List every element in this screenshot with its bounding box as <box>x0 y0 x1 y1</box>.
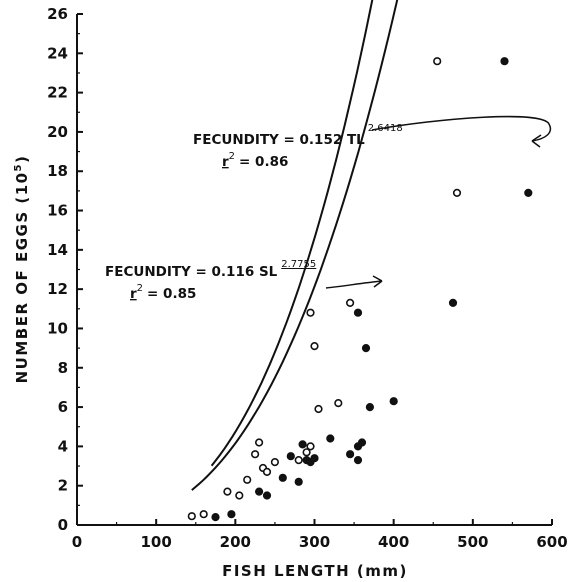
filled-circle-point <box>500 57 509 66</box>
equation-tl-text: FECUNDITY = 0.152 TL2.6418 <box>193 123 403 148</box>
y-tick-label: 26 <box>47 5 68 23</box>
equation-sl-r2-label: r <box>130 286 137 302</box>
x-tick-label: 0 <box>72 533 82 551</box>
equation-tl-r2: r2 = 0.86 <box>222 151 288 170</box>
filled-circle-point <box>353 308 363 317</box>
filled-circle-point <box>227 510 236 519</box>
y-tick-label: 8 <box>58 359 68 377</box>
equation-sl-exponent: 2.7755 <box>281 259 316 270</box>
fit-curves <box>191 0 399 491</box>
x-axis-title: FISH LENGTH (mm) <box>222 562 408 580</box>
y-tick-label: 0 <box>58 516 68 534</box>
equation-sl-text: FECUNDITY = 0.116 SL 2.7755 <box>105 259 316 280</box>
equation-tl-arrow <box>371 115 552 142</box>
data-points <box>187 57 533 522</box>
open-circle-point <box>199 510 208 519</box>
open-circle-point <box>235 491 244 500</box>
equation-sl-r2-exp: 2 <box>137 283 143 294</box>
open-circle-point <box>243 475 252 484</box>
filled-circle-point <box>361 344 371 353</box>
ticks: 0 100 200 300 400 500 600024681012141618202224… <box>47 5 568 551</box>
open-circle-point <box>310 342 319 351</box>
y-tick-label: 2 <box>58 477 68 495</box>
y-tick-label: 18 <box>47 162 68 180</box>
filled-circle-point <box>255 487 264 496</box>
x-tick-label: 400 <box>378 533 409 551</box>
filled-circle-point <box>365 403 374 412</box>
equation-tl-label: FECUNDITY = 0.152 TL <box>193 132 365 148</box>
filled-circle-point <box>346 450 355 459</box>
open-circle-point <box>294 456 303 465</box>
open-circle-point <box>302 448 311 457</box>
filled-circle-point <box>211 513 220 522</box>
y-tick-label: 14 <box>47 241 68 259</box>
y-axis-title-main: NUMBER OF EGGS (10 <box>13 171 31 383</box>
equation-sl-r2: r2 = 0.85 <box>130 283 196 302</box>
equation-tl-r2-exp: 2 <box>229 151 235 162</box>
y-tick-label: 6 <box>58 398 68 416</box>
equation-sl-arrowhead <box>372 275 383 288</box>
open-circle-point <box>255 438 264 447</box>
x-tick-label: 200 <box>220 533 251 551</box>
filled-circle-point <box>326 434 335 443</box>
y-axis-title: NUMBER OF EGGS (105) <box>13 155 31 384</box>
filled-circle-point <box>310 454 319 463</box>
equation-tl-r2-label: r <box>222 154 229 170</box>
open-circle-point <box>306 308 315 317</box>
y-axis-title-close: ) <box>13 155 31 163</box>
x-tick-label: 100 <box>141 533 172 551</box>
fit-curve-tl <box>191 0 399 491</box>
y-axis-title-exponent: 5 <box>13 163 24 171</box>
y-tick-label: 20 <box>47 123 68 141</box>
filled-circle-point <box>262 491 272 500</box>
filled-circle-point <box>294 477 303 486</box>
y-tick-label: 12 <box>47 280 68 298</box>
equation-sl-arrow <box>325 280 383 289</box>
x-tick-label: 500 <box>457 533 488 551</box>
equation-tl-arrowhead <box>531 134 542 148</box>
filled-circle-point <box>286 452 295 461</box>
filled-circle-point <box>524 188 533 197</box>
y-tick-label: 22 <box>47 84 68 102</box>
x-tick-label: 600 <box>536 533 567 551</box>
open-circle-point <box>223 487 232 496</box>
y-tick-label: 10 <box>47 319 68 337</box>
open-circle-point <box>251 450 260 459</box>
open-circle-point <box>334 399 343 408</box>
filled-circle-point <box>357 438 367 447</box>
filled-circle-point <box>298 440 307 449</box>
open-circle-point <box>306 442 315 451</box>
filled-circle-point <box>389 397 398 406</box>
open-circle-point <box>433 57 442 66</box>
y-tick-label: 16 <box>47 202 68 220</box>
open-circle-point <box>314 404 323 414</box>
open-circle-point <box>346 298 355 308</box>
x-tick-label: 300 <box>299 533 330 551</box>
open-circle-point <box>262 467 272 477</box>
y-tick-label: 24 <box>47 44 68 62</box>
filled-circle-point <box>353 456 363 465</box>
open-circle-point <box>452 188 462 197</box>
equation-tl-r2-value: = 0.86 <box>239 154 288 170</box>
equation-sl-label: FECUNDITY = 0.116 SL <box>105 264 278 280</box>
y-tick-label: 4 <box>58 437 68 455</box>
open-circle-point <box>187 512 196 521</box>
equation-tl: FECUNDITY = 0.152 TL2.6418 r2 = 0.86 <box>193 115 552 170</box>
filled-circle-point <box>448 298 458 307</box>
equation-sl: FECUNDITY = 0.116 SL 2.7755 r2 = 0.85 <box>105 259 383 302</box>
open-circle-point <box>270 458 280 467</box>
fit-curve-sl <box>210 0 374 467</box>
filled-circle-point <box>278 473 287 482</box>
equation-sl-r2-value: = 0.85 <box>147 286 196 302</box>
